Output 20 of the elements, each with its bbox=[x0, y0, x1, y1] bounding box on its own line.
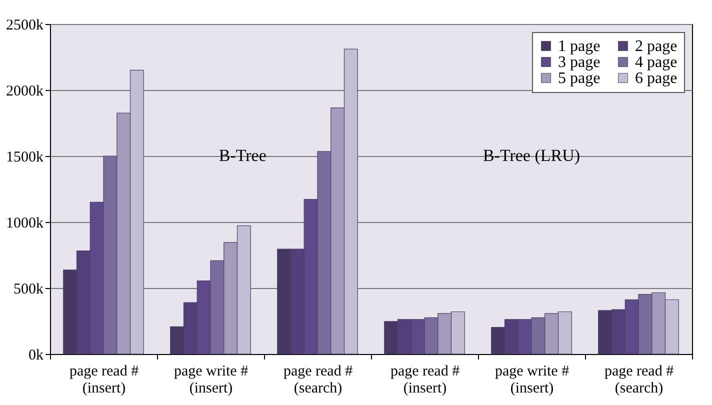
legend-label: 3 page bbox=[558, 54, 600, 71]
annotation: B-Tree (LRU) bbox=[482, 146, 580, 165]
legend-label: 4 page bbox=[635, 54, 678, 71]
x-tick-label: page write # (insert) bbox=[174, 364, 249, 396]
legend-label: 2 page bbox=[635, 38, 678, 55]
y-tick-label: 0k bbox=[28, 348, 44, 364]
y-tick-label: 2500k bbox=[6, 18, 44, 34]
legend-label: 1 page bbox=[558, 38, 600, 55]
y-tick-label: 1500k bbox=[6, 150, 44, 166]
y-tick-label: 2000k bbox=[6, 84, 44, 100]
x-tick-label: page read # (insert) bbox=[69, 364, 140, 396]
x-tick-label: page read # (search) bbox=[604, 364, 674, 396]
legend-label: 5 page bbox=[558, 70, 600, 87]
y-tick-label: 1000k bbox=[6, 216, 44, 232]
x-tick-label: page read # (insert) bbox=[390, 364, 460, 396]
y-tick-label: 500k bbox=[14, 282, 44, 298]
annotation: B-Tree bbox=[218, 146, 266, 165]
x-tick-label: page read # (search) bbox=[283, 364, 354, 396]
x-tick-label: page write # (insert) bbox=[494, 364, 570, 396]
legend-label: 6 page bbox=[635, 70, 678, 87]
